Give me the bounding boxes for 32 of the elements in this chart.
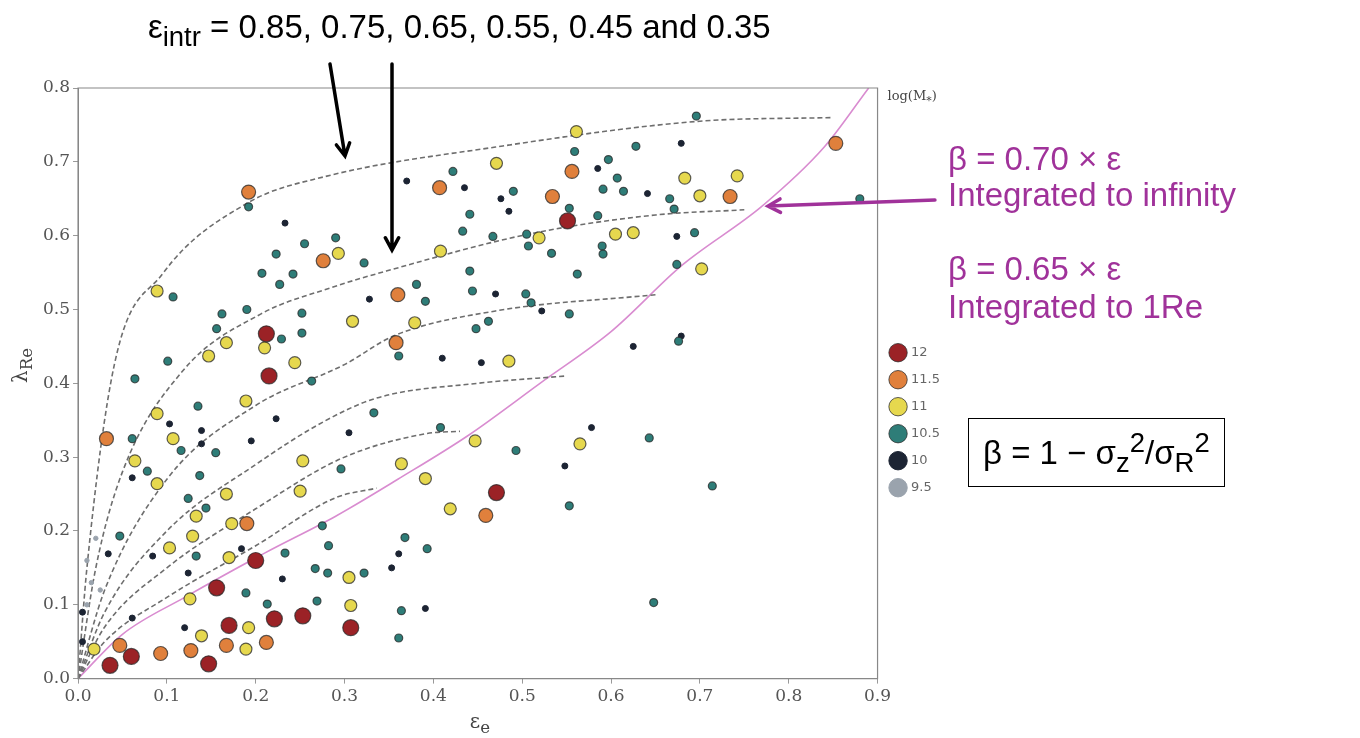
y-tick-label: 0.6 — [42, 224, 71, 245]
y-tick-label: 0.0 — [42, 667, 71, 688]
legend-label: 10.5 — [911, 425, 941, 441]
y-tick-label: 0.8 — [42, 76, 71, 97]
y-tick-label: 0.4 — [42, 371, 71, 392]
legend-label: 11.5 — [911, 371, 941, 387]
x-tick-label: 0.9 — [864, 685, 892, 706]
x-tick-label: 0.1 — [153, 685, 181, 706]
y-tick-label: 0.3 — [42, 445, 71, 466]
x-tick-label: 0.5 — [508, 685, 536, 706]
y-tick-label: 0.5 — [42, 297, 71, 318]
y-tick-label: 0.1 — [42, 593, 71, 614]
x-tick-label: 0.6 — [597, 685, 625, 706]
y-tick-label: 0.2 — [42, 519, 71, 540]
x-tick-label: 0.3 — [331, 685, 359, 706]
x-tick-label: 0.8 — [775, 685, 803, 706]
legend-label: 9.5 — [911, 479, 932, 495]
legend-label: 11 — [911, 398, 928, 414]
text: β = 0.65 × ε — [948, 250, 1122, 287]
text: Integrated to 1Re — [948, 288, 1204, 325]
x-tick-label: 0.0 — [64, 685, 92, 706]
text: Integrated to infinity — [948, 176, 1237, 213]
x-tick-label: 0.2 — [242, 685, 270, 706]
legend-title: log(M$_{*}$) — [887, 88, 937, 107]
x-axis-title: ε$_{e}$ — [469, 708, 491, 737]
y-tick-label: 0.7 — [42, 150, 71, 171]
annotation: β = 0.70 × ε — [948, 140, 1122, 177]
x-tick-label: 0.4 — [419, 685, 447, 706]
text: ε$_{intr}$ = 0.85, 0.75, 0.65, 0.55, 0.45 and 0.35 — [148, 8, 771, 52]
x-tick-label: 0.7 — [686, 685, 714, 706]
legend-label: 10 — [911, 452, 928, 468]
legend-label: 12 — [911, 344, 928, 360]
